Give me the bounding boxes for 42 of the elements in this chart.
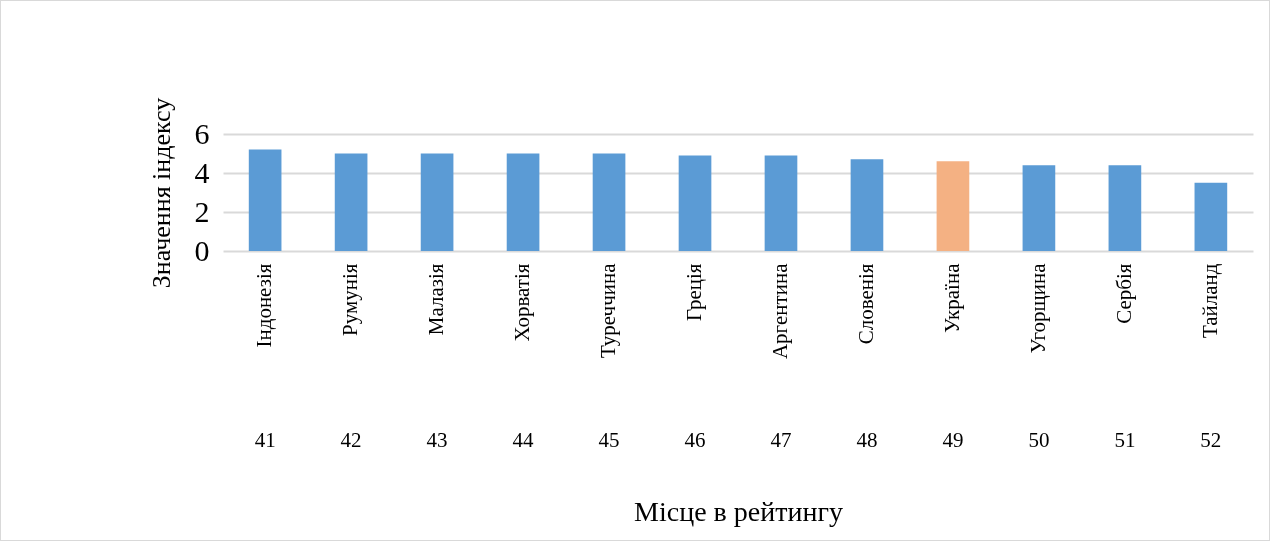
y-tick-label: 4	[194, 155, 210, 189]
text: 52	[1200, 428, 1222, 452]
bar	[850, 159, 884, 251]
text: 48	[856, 428, 878, 452]
text: 50	[1028, 428, 1050, 452]
bar	[678, 155, 712, 251]
x-tick-label: Тайланд	[1197, 263, 1222, 339]
bar	[334, 153, 368, 251]
y-tick-label: 2	[194, 194, 210, 228]
text: 44	[512, 428, 535, 452]
y-axis-title: Значення індексу	[146, 97, 176, 289]
x-tick-label: Словенія	[853, 263, 878, 345]
y-tick-label: 0	[194, 233, 210, 267]
bar	[1022, 165, 1056, 251]
bar	[936, 161, 970, 251]
x-tick-label: Малазія	[424, 263, 449, 336]
text: 42	[340, 428, 362, 452]
text: 41	[254, 428, 276, 452]
x-tick-label: Сербія	[1111, 263, 1136, 324]
x-tick-label: Україна	[939, 262, 964, 333]
text: 46	[684, 428, 706, 452]
text: 49	[942, 428, 964, 452]
x-tick-label: Аргентина	[767, 262, 792, 360]
x-tick-label: Хорватія	[510, 263, 535, 342]
text: 43	[426, 428, 448, 452]
x-tick-label: Туреччина	[596, 262, 621, 358]
bar	[420, 153, 454, 251]
bar	[764, 155, 798, 251]
text: 45	[598, 428, 620, 452]
x-tick-label: Індонезія	[252, 263, 277, 348]
x-tick-label: Угорщина	[1025, 262, 1050, 354]
x-tick-label: Греція	[682, 263, 707, 321]
bar	[1194, 182, 1228, 251]
bar	[1108, 165, 1142, 251]
x-tick-label: Румунія	[338, 263, 363, 336]
text: 47	[770, 428, 792, 452]
bar	[248, 149, 282, 251]
bar	[592, 153, 626, 251]
x-axis-title: Місце в рейтингу	[634, 496, 843, 528]
text: 51	[1114, 428, 1136, 452]
bar	[506, 153, 540, 251]
y-tick-label: 6	[194, 116, 210, 150]
